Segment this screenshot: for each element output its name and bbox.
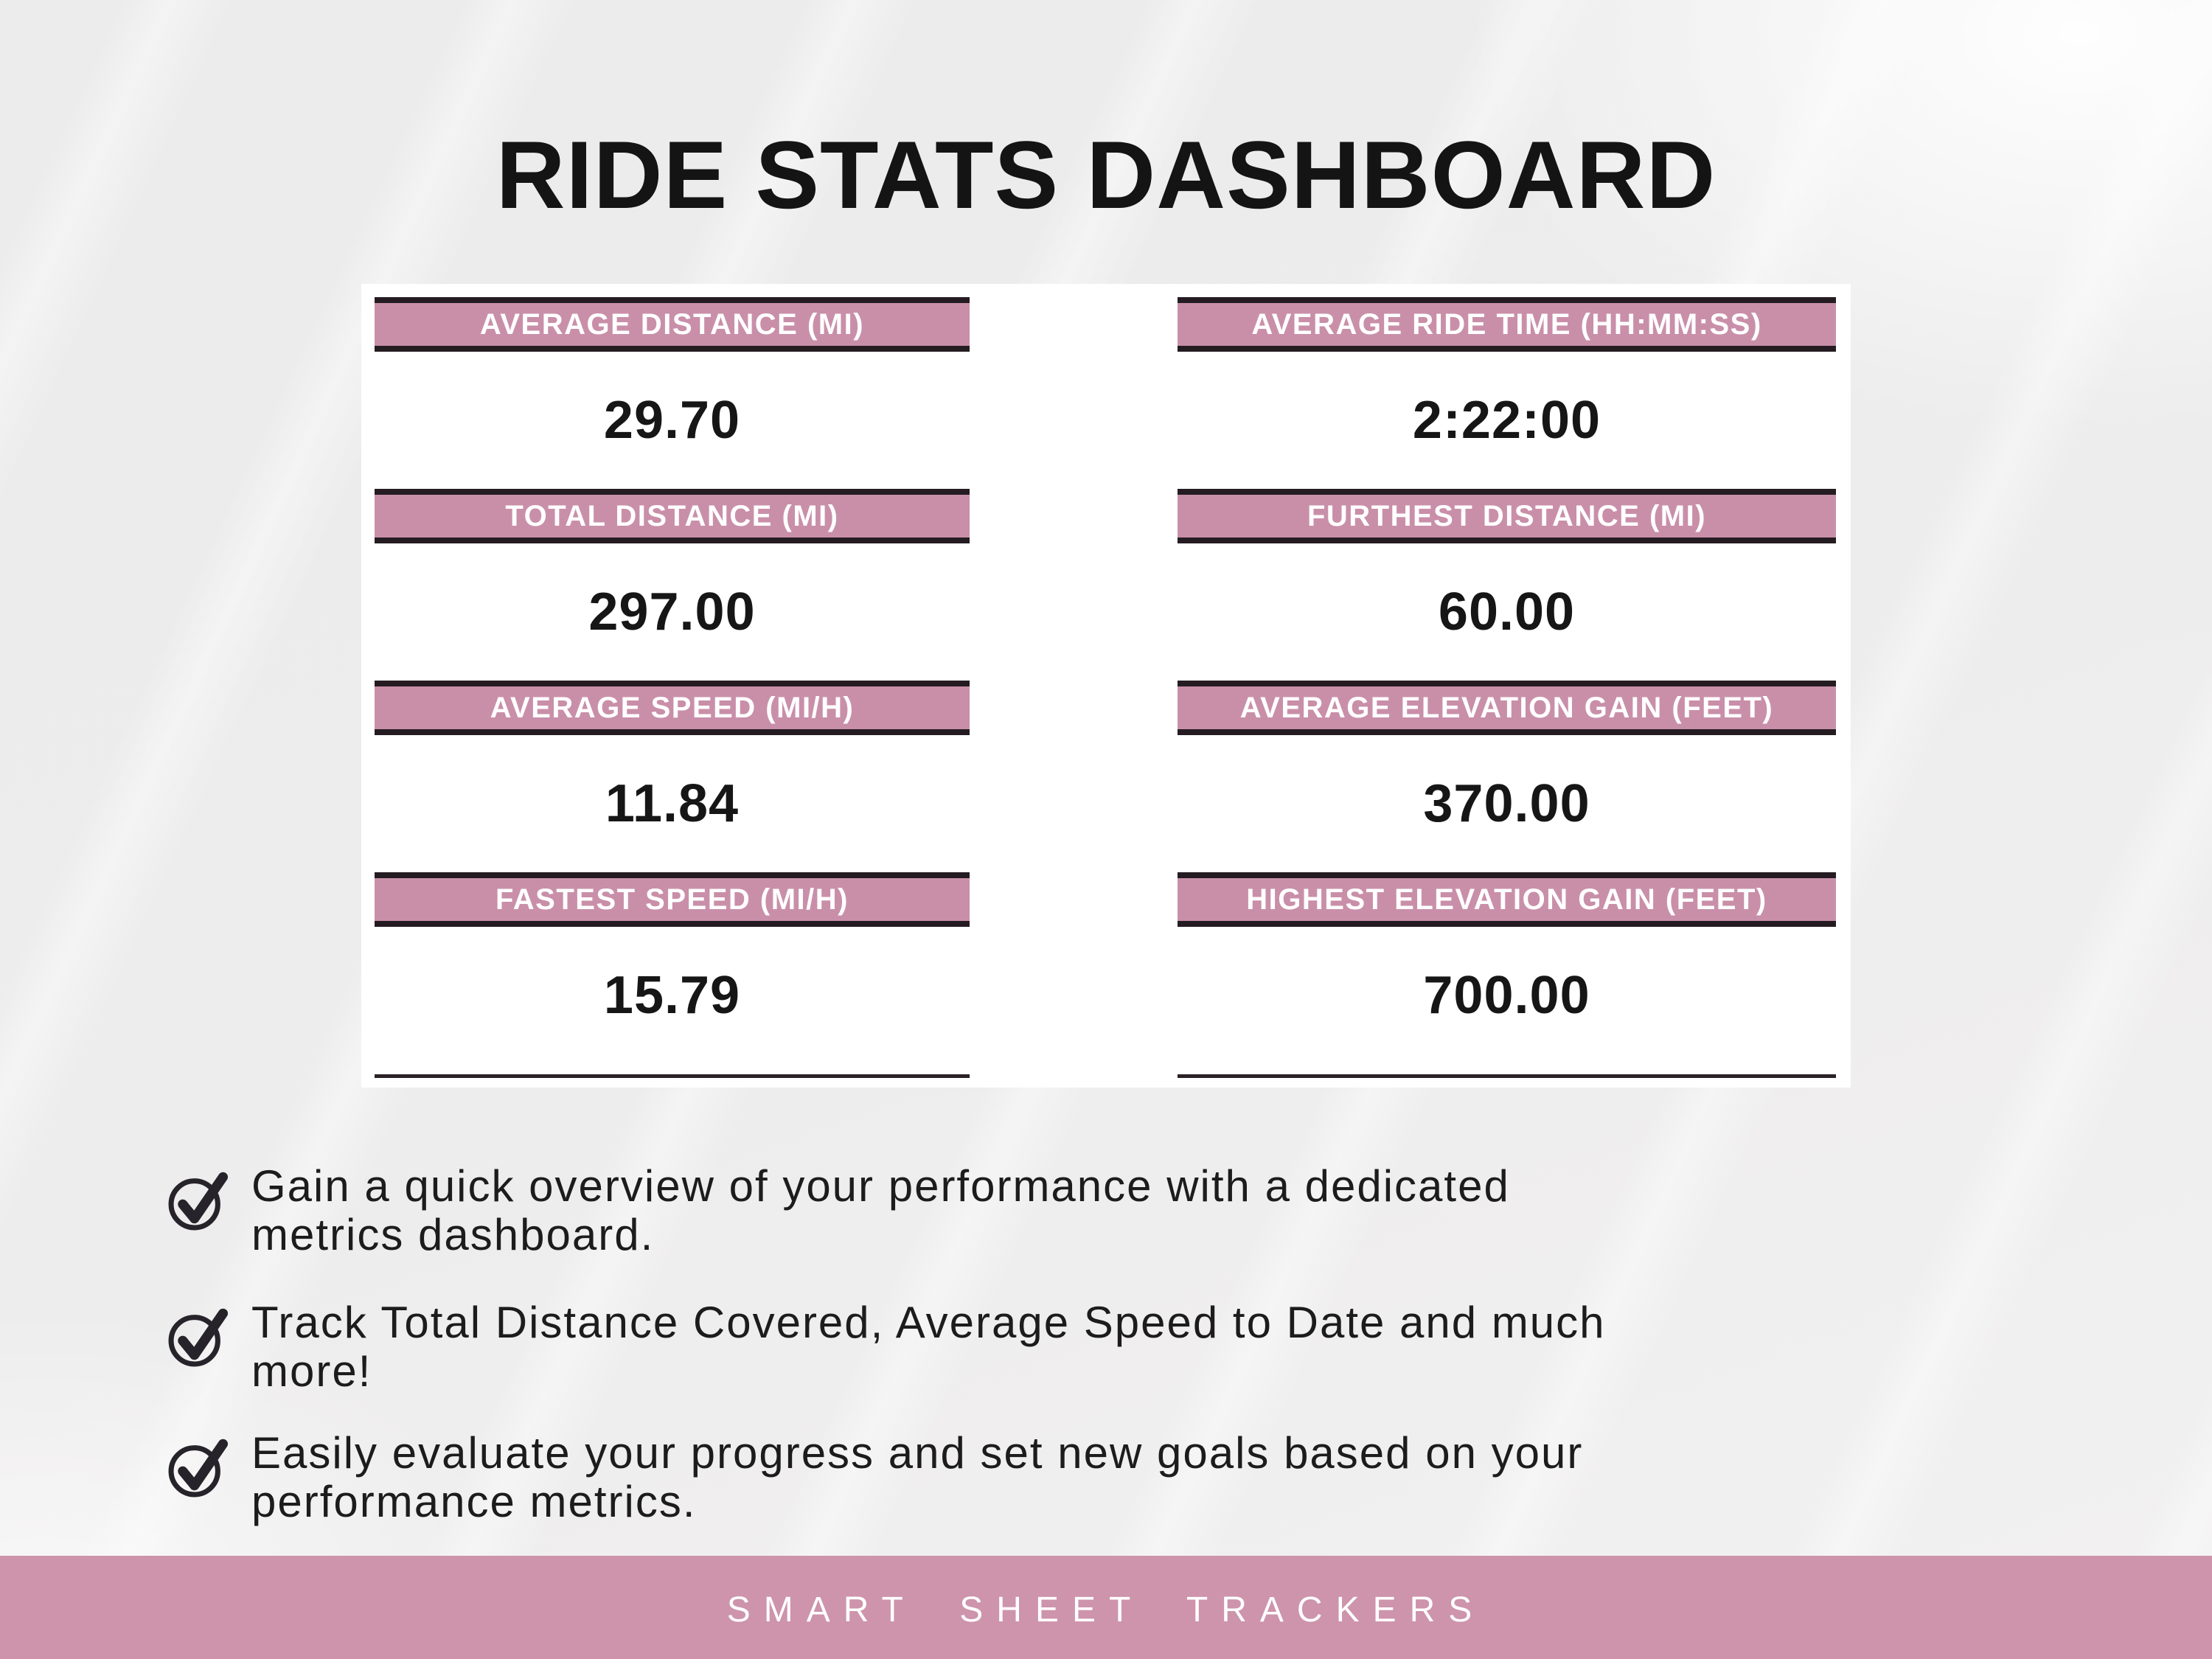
- stat-block-fastest-speed: FASTEST SPEED (MI/H) 15.79: [375, 872, 970, 1064]
- stat-value: 60.00: [1438, 582, 1576, 641]
- stat-label: AVERAGE ELEVATION GAIN (FEET): [1178, 681, 1836, 735]
- bullet-text: Track Total Distance Covered, Average Sp…: [251, 1298, 1606, 1396]
- stat-block-highest-elevation-gain: HIGHEST ELEVATION GAIN (FEET) 700.00: [1178, 872, 1836, 1064]
- stat-block-furthest-distance: FURTHEST DISTANCE (MI) 60.00: [1178, 489, 1836, 681]
- footer-bar: SMART SHEET TRACKERS: [0, 1556, 2212, 1659]
- stat-block-average-ride-time: AVERAGE RIDE TIME (HH:MM:SS) 2:22:00: [1178, 297, 1836, 489]
- bullet-item: Track Total Distance Covered, Average Sp…: [166, 1298, 1606, 1396]
- stat-label: AVERAGE RIDE TIME (HH:MM:SS): [1178, 297, 1836, 352]
- bullet-item: Gain a quick overview of your performanc…: [166, 1162, 1510, 1259]
- stat-label: AVERAGE SPEED (MI/H): [375, 681, 970, 735]
- stats-column-right: AVERAGE RIDE TIME (HH:MM:SS) 2:22:00 FUR…: [1178, 297, 1836, 1078]
- column-underline: [375, 1074, 970, 1078]
- stat-value: 11.84: [605, 774, 740, 833]
- bullet-line: metrics dashboard.: [251, 1210, 655, 1259]
- stat-label: FURTHEST DISTANCE (MI): [1178, 489, 1836, 543]
- stat-label: FASTEST SPEED (MI/H): [375, 872, 970, 927]
- stat-block-average-speed: AVERAGE SPEED (MI/H) 11.84: [375, 681, 970, 872]
- bullet-text: Easily evaluate your progress and set ne…: [251, 1429, 1583, 1526]
- bullet-line: performance metrics.: [251, 1477, 697, 1526]
- stat-block-total-distance: TOTAL DISTANCE (MI) 297.00: [375, 489, 970, 681]
- bullet-line: Easily evaluate your progress and set ne…: [251, 1428, 1584, 1478]
- stat-value: 29.70: [603, 391, 741, 450]
- stat-value: 2:22:00: [1412, 391, 1601, 450]
- check-circle-icon: [166, 1304, 231, 1369]
- bullet-line: Gain a quick overview of your performanc…: [251, 1161, 1510, 1211]
- stats-dashboard-card: AVERAGE DISTANCE (MI) 29.70 TOTAL DISTAN…: [361, 284, 1851, 1088]
- stat-value: 15.79: [603, 966, 741, 1025]
- stat-value: 700.00: [1423, 966, 1590, 1025]
- brand-name: SMART SHEET TRACKERS: [726, 1590, 1486, 1630]
- bullet-line: Track Total Distance Covered, Average Sp…: [251, 1298, 1606, 1347]
- stat-label: TOTAL DISTANCE (MI): [375, 489, 970, 543]
- check-circle-icon: [166, 1435, 231, 1500]
- bullet-item: Easily evaluate your progress and set ne…: [166, 1429, 1583, 1526]
- page-title: RIDE STATS DASHBOARD: [495, 121, 1717, 229]
- stat-label: HIGHEST ELEVATION GAIN (FEET): [1178, 872, 1836, 927]
- bullet-text: Gain a quick overview of your performanc…: [251, 1162, 1510, 1259]
- stat-label: AVERAGE DISTANCE (MI): [375, 297, 970, 352]
- check-circle-icon: [166, 1168, 231, 1233]
- stat-block-average-elevation-gain: AVERAGE ELEVATION GAIN (FEET) 370.00: [1178, 681, 1836, 872]
- stat-block-average-distance: AVERAGE DISTANCE (MI) 29.70: [375, 297, 970, 489]
- stat-value: 297.00: [588, 582, 756, 641]
- column-underline: [1178, 1074, 1836, 1078]
- stat-value: 370.00: [1423, 774, 1590, 833]
- stats-column-left: AVERAGE DISTANCE (MI) 29.70 TOTAL DISTAN…: [375, 297, 970, 1078]
- bullet-line: more!: [251, 1346, 372, 1396]
